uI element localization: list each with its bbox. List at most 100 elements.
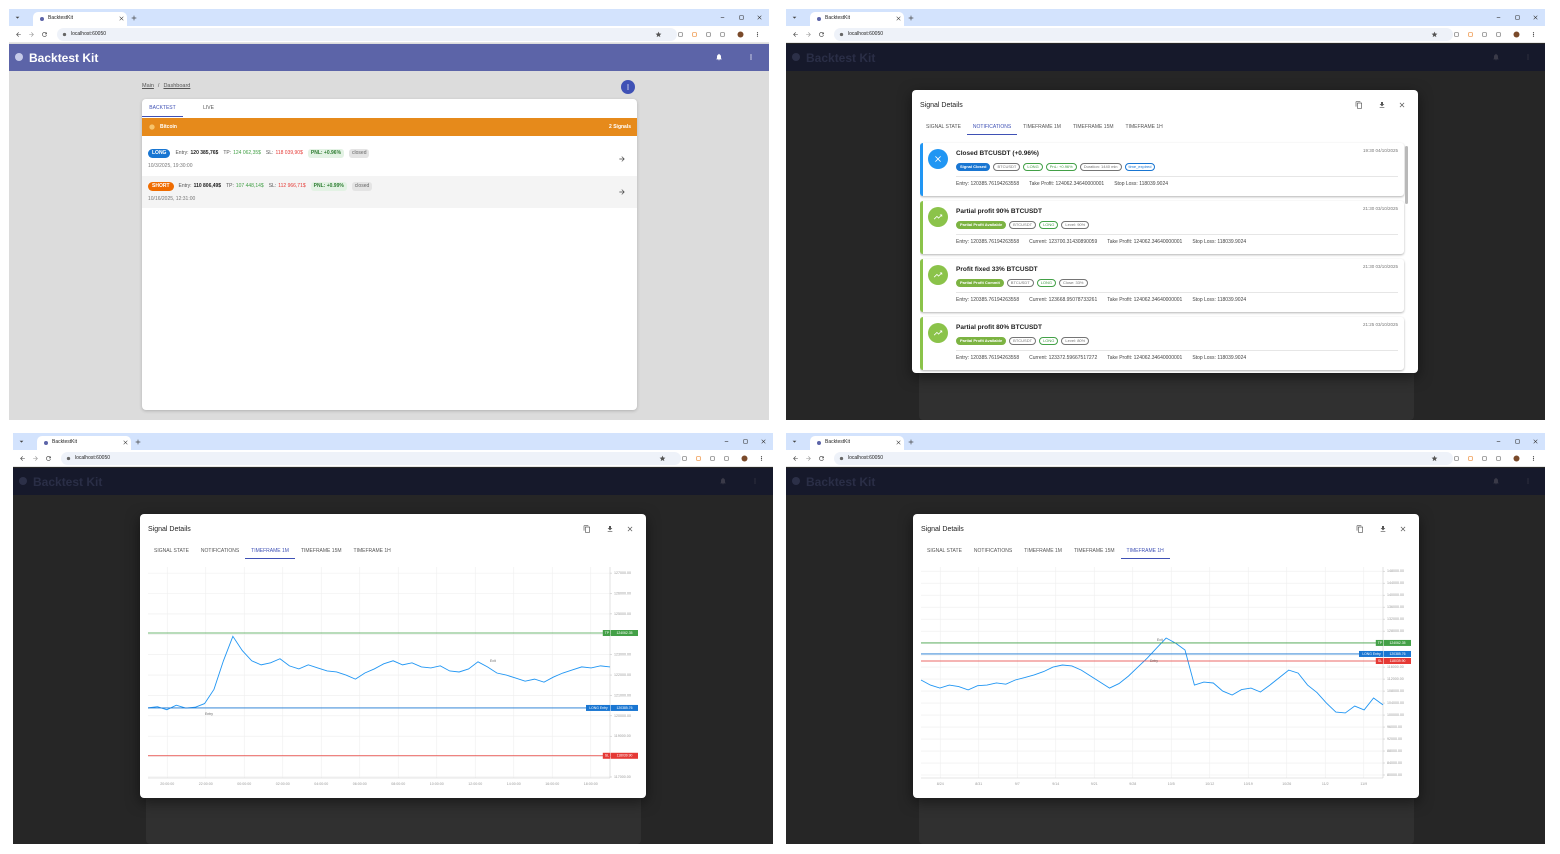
extension[interactable]	[1495, 455, 1502, 462]
new-tab[interactable]	[130, 14, 138, 22]
tab[interactable]	[810, 12, 904, 26]
tab[interactable]	[33, 12, 127, 26]
profile[interactable]	[1512, 454, 1521, 463]
url-box[interactable]	[834, 452, 1453, 465]
maximize[interactable]	[1514, 14, 1521, 21]
browser-menu[interactable]	[1530, 455, 1537, 462]
browser-menu[interactable]	[1530, 31, 1537, 38]
dialog-tab[interactable]: SIGNAL STATE	[926, 124, 961, 130]
reload[interactable]	[818, 31, 825, 38]
extension[interactable]	[681, 455, 688, 462]
download-button[interactable]	[1379, 525, 1387, 533]
forward[interactable]	[805, 31, 812, 38]
copy-button[interactable]	[1356, 525, 1364, 533]
tab-close[interactable]	[895, 15, 902, 22]
back[interactable]	[792, 31, 799, 38]
maximize[interactable]	[742, 438, 749, 445]
breadcrumb-link[interactable]: Main	[142, 83, 154, 89]
extension[interactable]	[695, 455, 702, 462]
extension[interactable]	[1495, 31, 1502, 38]
profile[interactable]	[736, 30, 745, 39]
app-menu[interactable]	[1524, 477, 1532, 485]
actions-button[interactable]	[621, 80, 635, 94]
close-button[interactable]	[626, 525, 634, 533]
download-button[interactable]	[606, 525, 614, 533]
dialog-tab[interactable]: NOTIFICATIONS	[973, 548, 1013, 554]
close-button[interactable]	[1398, 101, 1406, 109]
mode-tab[interactable]: BACKTEST	[142, 103, 183, 117]
back[interactable]	[792, 455, 799, 462]
new-tab[interactable]	[134, 438, 142, 446]
reload[interactable]	[41, 31, 48, 38]
minimize[interactable]	[1495, 438, 1502, 445]
dialog-tab[interactable]: NOTIFICATIONS	[966, 123, 1018, 135]
tab-close[interactable]	[895, 439, 902, 446]
extension[interactable]	[1481, 455, 1488, 462]
tab[interactable]	[810, 436, 904, 450]
minimize[interactable]	[719, 14, 726, 21]
forward[interactable]	[28, 31, 35, 38]
tab[interactable]	[37, 436, 131, 450]
copy-button[interactable]	[1355, 101, 1363, 109]
breadcrumb-link[interactable]: Dashboard	[163, 83, 191, 89]
profile[interactable]	[1512, 30, 1521, 39]
new-tab[interactable]	[907, 14, 915, 22]
signal-row[interactable]	[142, 176, 637, 208]
dialog-tab[interactable]: SIGNAL STATE	[154, 548, 189, 554]
bookmark[interactable]	[1431, 31, 1438, 38]
app-menu[interactable]	[1524, 53, 1532, 61]
minimize[interactable]	[723, 438, 730, 445]
browser-menu[interactable]	[754, 31, 761, 38]
forward[interactable]	[805, 455, 812, 462]
dialog-tab[interactable]: TIMEFRAME 1H	[1120, 547, 1170, 559]
app-menu[interactable]	[751, 477, 759, 485]
extension[interactable]	[723, 455, 730, 462]
tab-search[interactable]	[790, 13, 799, 22]
new-tab[interactable]	[907, 438, 915, 446]
mode-tab[interactable]: LIVE	[203, 105, 214, 111]
window-close[interactable]	[756, 14, 763, 21]
notifications-button[interactable]	[1492, 477, 1500, 485]
window-close[interactable]	[1532, 14, 1539, 21]
url-box[interactable]	[57, 28, 677, 41]
close-button[interactable]	[1399, 525, 1407, 533]
download-button[interactable]	[1378, 101, 1386, 109]
maximize[interactable]	[1514, 438, 1521, 445]
tab-close[interactable]	[118, 15, 125, 22]
bookmark[interactable]	[655, 31, 662, 38]
profile[interactable]	[740, 454, 749, 463]
url-box[interactable]	[834, 28, 1453, 41]
reload[interactable]	[818, 455, 825, 462]
scrollbar-thumb[interactable]	[1405, 146, 1408, 204]
forward[interactable]	[32, 455, 39, 462]
extension[interactable]	[691, 31, 698, 38]
extension[interactable]	[705, 31, 712, 38]
extension[interactable]	[1467, 455, 1474, 462]
extension[interactable]	[1453, 455, 1460, 462]
browser-menu[interactable]	[758, 455, 765, 462]
window-close[interactable]	[1532, 438, 1539, 445]
dialog-tab[interactable]: TIMEFRAME 1M	[1024, 548, 1062, 554]
tab-search[interactable]	[790, 437, 799, 446]
dialog-tab[interactable]: NOTIFICATIONS	[200, 548, 240, 554]
dialog-tab[interactable]: TIMEFRAME 15M	[300, 548, 342, 554]
app-menu[interactable]	[747, 53, 755, 61]
dialog-tab[interactable]: TIMEFRAME 1H	[353, 548, 391, 554]
url-box[interactable]	[61, 452, 681, 465]
extension[interactable]	[709, 455, 716, 462]
signal-row[interactable]	[142, 143, 637, 175]
dialog-tab[interactable]: TIMEFRAME 15M	[1072, 124, 1114, 130]
dialog-tab[interactable]: TIMEFRAME 1M	[1023, 124, 1061, 130]
dialog-tab[interactable]: TIMEFRAME 1M	[245, 547, 295, 559]
open-signal[interactable]	[618, 188, 626, 196]
extension[interactable]	[1467, 31, 1474, 38]
extension[interactable]	[1481, 31, 1488, 38]
tab-search[interactable]	[13, 13, 22, 22]
back[interactable]	[15, 31, 22, 38]
notifications-button[interactable]	[719, 477, 727, 485]
dialog-tab[interactable]: TIMEFRAME 1H	[1125, 124, 1163, 130]
copy-button[interactable]	[583, 525, 591, 533]
bookmark[interactable]	[659, 455, 666, 462]
extension[interactable]	[677, 31, 684, 38]
dialog-tab[interactable]: TIMEFRAME 15M	[1073, 548, 1115, 554]
